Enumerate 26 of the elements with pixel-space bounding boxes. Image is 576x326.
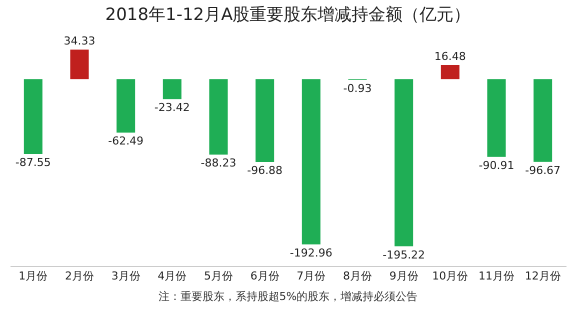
x-tick-label: 2月份 (65, 270, 94, 282)
data-label: -62.49 (108, 134, 144, 148)
x-tick-label: 5月份 (204, 270, 233, 282)
data-label: -90.91 (478, 158, 514, 172)
x-tick-label: 12月份 (524, 270, 561, 282)
x-tick-label: 8月份 (343, 270, 372, 282)
x-tick-label: 11月份 (478, 270, 514, 282)
x-tick-label: 6月份 (250, 270, 280, 282)
data-label: -87.55 (15, 156, 51, 170)
x-tick-label: 9月份 (389, 270, 418, 282)
data-label: -96.67 (525, 164, 561, 177)
data-label: -88.23 (200, 156, 236, 170)
data-label: -192.96 (290, 246, 332, 260)
data-label: -195.22 (382, 248, 426, 262)
data-label: 34.33 (64, 34, 96, 48)
data-label: -0.93 (343, 82, 372, 95)
chart-title: 2018年1-12月A股重要股东增减持金额（亿元） (105, 5, 471, 25)
data-label: 16.48 (434, 50, 466, 63)
x-tick-label: 3月份 (111, 270, 140, 282)
x-tick-label: 10月份 (432, 270, 468, 282)
x-tick-label: 1月份 (18, 270, 48, 282)
x-tick-label: 7月份 (296, 270, 326, 282)
x-tick-label: 4月份 (158, 270, 187, 282)
data-label: -23.42 (154, 101, 190, 114)
text: 注：重要股东，系持股超5%的股东，增减持必须公告 (157, 289, 419, 304)
data-label: -96.88 (247, 164, 283, 178)
